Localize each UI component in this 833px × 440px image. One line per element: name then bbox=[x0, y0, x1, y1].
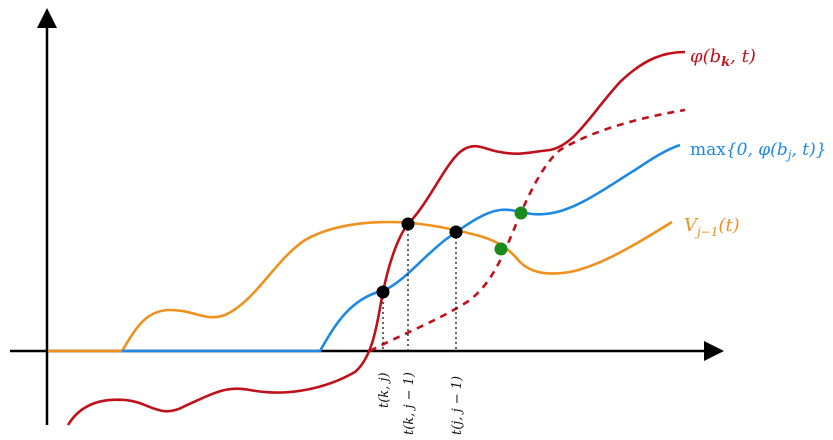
intersection-point-3 bbox=[449, 225, 463, 239]
v-label: Vj−1(t) bbox=[684, 215, 740, 239]
max-curve bbox=[122, 143, 681, 353]
intersection-point-1 bbox=[376, 285, 390, 299]
phi-label: φ(bk, t) bbox=[690, 46, 756, 70]
tick-label-t-jj-1: t(j, j − 1) bbox=[450, 376, 465, 435]
tick-label-t-kj: t(k, j) bbox=[377, 372, 392, 408]
tick-label-t-kj-1: t(k, j − 1) bbox=[402, 372, 417, 435]
intersection-point-2 bbox=[401, 217, 415, 231]
phi-dashed bbox=[369, 108, 686, 353]
phi-curve bbox=[66, 50, 686, 426]
green-point-1 bbox=[514, 206, 528, 220]
green-point-2 bbox=[494, 242, 508, 256]
max-label: max{0, φ(bj, t)} bbox=[690, 140, 827, 162]
v-curve bbox=[48, 220, 673, 353]
